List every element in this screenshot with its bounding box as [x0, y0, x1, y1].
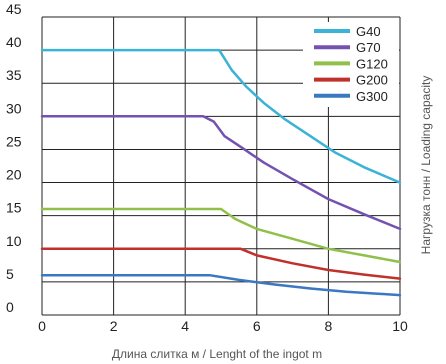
series-line-g40	[40, 48, 402, 184]
y-tick-label-45: 45	[6, 1, 22, 17]
y-tick-label-30: 30	[6, 100, 22, 116]
x-tick-label-4: 4	[181, 318, 189, 334]
x-axis-label: Длина слитка м / Lenght of the ingot m	[112, 347, 322, 361]
y-tick-label-35: 35	[6, 67, 22, 83]
legend-label-g70: G70	[356, 40, 381, 55]
legend-label-g200: G200	[356, 73, 388, 88]
series-line-g120	[40, 207, 402, 264]
grid	[41, 16, 401, 316]
legend-label-g120: G120	[356, 56, 388, 71]
x-tick-label-0: 0	[38, 318, 46, 334]
x-tick-label-10: 10	[392, 318, 408, 334]
y-tick-label-15: 15	[6, 200, 22, 216]
x-tick-label-2: 2	[110, 318, 118, 334]
y-axis-label: Нагрузка тонн / Loading capacity	[419, 76, 433, 255]
series-line-g70	[40, 115, 402, 231]
y-tick-label-10: 10	[6, 233, 22, 249]
series-lines	[40, 48, 402, 297]
series-line-g200	[40, 247, 402, 280]
y-tick-label-5: 5	[6, 266, 14, 282]
series-line-g300	[40, 274, 402, 297]
legend-label-g40: G40	[356, 24, 381, 39]
y-tick-label-20: 20	[6, 167, 22, 183]
y-tick-label-0: 0	[6, 299, 14, 315]
tick-labels: 0 5 10 15 20 25 30 35 40 45 0 2 4 6 8 10	[6, 1, 408, 334]
y-tick-label-40: 40	[6, 34, 22, 50]
x-tick-label-6: 6	[253, 318, 261, 334]
x-tick-label-8: 8	[325, 318, 333, 334]
y-tick-label-25: 25	[6, 133, 22, 149]
legend-label-g300: G300	[356, 89, 388, 104]
